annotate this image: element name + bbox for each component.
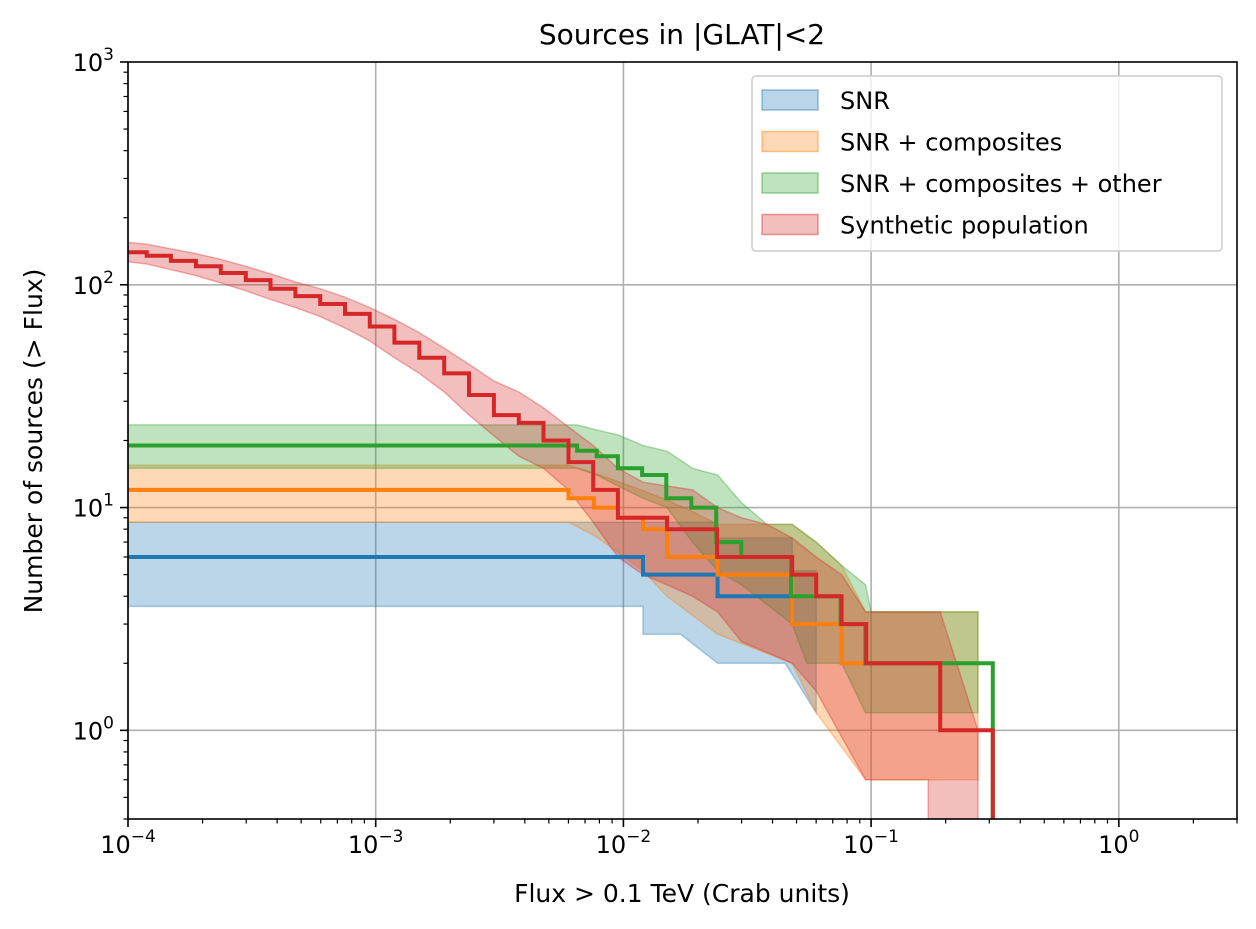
x-tick-label: 100 [1098,827,1139,859]
series-line-4 [128,250,995,819]
legend-swatch-3 [761,172,819,194]
band-2 [128,464,979,781]
legend-swatch-4 [761,213,819,236]
x-tick-label: 10−1 [843,827,899,859]
y-tick-label: 103 [73,45,114,77]
y-tick-label: 102 [73,268,114,300]
step-lines [128,250,995,819]
x-tick-label: 10−2 [596,827,652,859]
legend-label-3: SNR + composites + other [840,170,1162,198]
legend-frame [751,75,1223,252]
y-tick-label: 100 [73,713,114,745]
legend: SNR SNR + composites SNR + composites + ot… [751,75,1223,252]
y-axis-label: Number of sources (> Flux) [19,269,48,614]
plot-frame [127,61,1238,820]
x-tick-label: 10−4 [100,827,156,859]
legend-label-2: SNR + composites [840,129,1062,157]
x-tick-label: 10−3 [348,827,404,859]
band-3 [128,424,979,714]
legend-swatch-1 [761,89,819,111]
band-4 [128,241,979,819]
legend-label-4: Synthetic population [840,212,1089,240]
legend-label-1: SNR [840,87,890,115]
y-tick-label: 101 [73,491,114,523]
axis-ticks: 10−4 10−3 10−2 10−1 100 100 101 102 103 [73,45,1140,859]
series-line-2 [128,487,866,666]
chart-title: Sources in |GLAT|<2 [539,18,825,51]
legend-swatch-2 [761,130,819,153]
x-axis-label: Flux > 0.1 TeV (Crab units) [514,879,850,908]
